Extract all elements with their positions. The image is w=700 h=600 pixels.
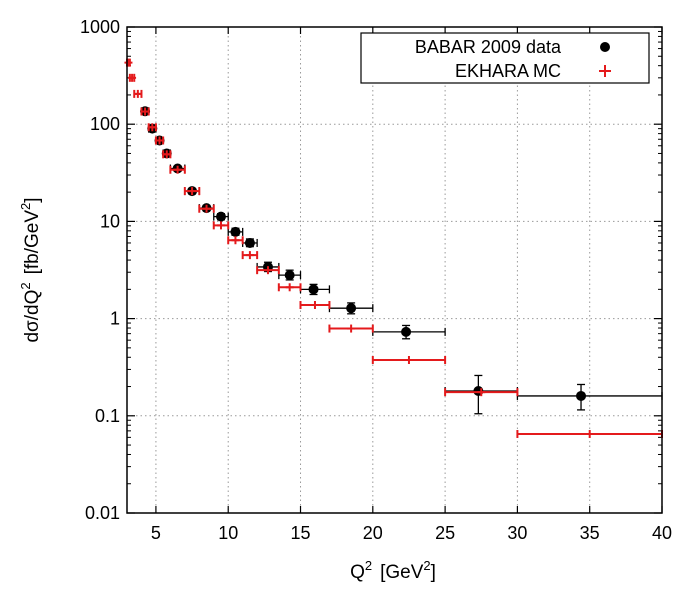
data-point-11 <box>278 269 302 281</box>
mc-point-4 <box>147 123 157 132</box>
mc-point-2 <box>133 89 143 98</box>
y-tick-label-0: 0.01 <box>85 503 120 523</box>
legend-label-babar: BABAR 2009 data <box>415 37 562 57</box>
mc-point-18 <box>444 388 519 397</box>
mc-point-10 <box>212 221 230 230</box>
series-1 <box>124 58 663 438</box>
mc-point-1 <box>128 73 137 82</box>
mc-point-13 <box>256 266 280 275</box>
marker-circle <box>244 237 255 248</box>
mc-point-8 <box>183 187 201 196</box>
y-tick-label-1: 0.1 <box>95 406 120 426</box>
data-point-12 <box>299 283 331 296</box>
data-point-13 <box>328 302 374 315</box>
legend-label-ekhara: EKHARA MC <box>455 61 561 81</box>
mc-point-15 <box>299 301 331 310</box>
data-marks <box>124 58 663 438</box>
marker-circle <box>284 270 295 281</box>
mc-point-5 <box>154 136 165 145</box>
marker-circle <box>308 284 319 295</box>
mc-point-19 <box>516 429 663 438</box>
series-0 <box>140 106 663 415</box>
marker-circle <box>346 303 357 314</box>
marker-circle <box>401 326 412 337</box>
mc-point-3 <box>140 107 150 116</box>
marker-circle <box>576 390 587 401</box>
legend-box <box>360 32 650 84</box>
x-tick-label-20: 20 <box>363 523 383 543</box>
marker-circle <box>230 226 241 237</box>
x-tick-label-25: 25 <box>435 523 455 543</box>
x-tick-label-10: 10 <box>218 523 238 543</box>
mc-point-6 <box>162 150 172 159</box>
grid <box>127 27 662 513</box>
x-axis-label: Q2 [GeV2] <box>350 558 436 583</box>
data-point-8 <box>227 226 244 237</box>
legend-marker-ekhara <box>599 65 611 77</box>
x-tick-label-35: 35 <box>580 523 600 543</box>
mc-point-0 <box>124 58 133 67</box>
data-point-7 <box>213 211 229 222</box>
y-tick-label-5: 1000 <box>80 17 120 37</box>
y-tick-label-4: 100 <box>90 114 120 134</box>
axis-ticks: 5 10 15 20 25 30 35 40 0.01 0.1 1 10 100 1000 <box>80 17 672 543</box>
mc-point-14 <box>277 283 302 292</box>
mc-point-9 <box>198 204 215 213</box>
x-tick-label-30: 30 <box>507 523 527 543</box>
data-point-9 <box>242 237 258 248</box>
x-tick-label-40: 40 <box>652 523 672 543</box>
mc-point-7 <box>169 165 186 174</box>
mc-point-17 <box>371 356 447 365</box>
y-axis-label: dσ/dQ2[fb/GeV2] <box>18 197 43 342</box>
y-tick-label-3: 10 <box>100 211 120 231</box>
y-tick-label-2: 1 <box>110 309 120 329</box>
mc-point-16 <box>328 324 374 333</box>
plot-frame <box>126 26 663 514</box>
x-tick-label-5: 5 <box>151 523 161 543</box>
mc-point-11 <box>227 236 244 245</box>
data-point-14 <box>372 324 446 340</box>
mc-point-12 <box>241 251 259 260</box>
legend-marker-babar <box>600 42 610 52</box>
x-tick-label-15: 15 <box>290 523 310 543</box>
marker-circle <box>215 211 226 222</box>
legend: BABAR 2009 data EKHARA MC <box>360 32 650 84</box>
